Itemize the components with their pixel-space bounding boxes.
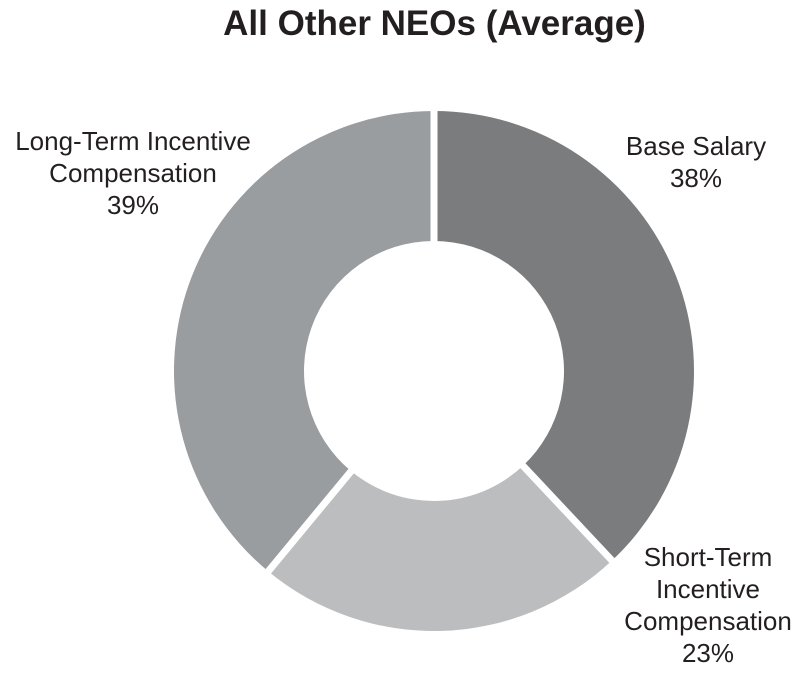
slice-label: Long-Term Incentive Compensation 39% xyxy=(15,126,251,220)
slice-label-line: Base Salary xyxy=(626,131,766,161)
slice-label-line: Long-Term Incentive xyxy=(15,126,251,156)
slice-label: Base Salary 38% xyxy=(626,131,766,193)
labels-layer: Base Salary 38%Short-Term Incentive Compens… xyxy=(15,126,792,668)
slice-value-label: 39% xyxy=(107,190,159,220)
donut-slice xyxy=(434,111,695,561)
slice-label-line: Incentive xyxy=(656,574,760,604)
slice-label-line: Compensation xyxy=(49,158,217,188)
slice-label: Short-Term Incentive Compensation 23% xyxy=(624,542,792,668)
slice-separator xyxy=(519,461,616,565)
slice-separator xyxy=(264,467,356,576)
slice-label-line: Compensation xyxy=(624,606,792,636)
chart-title: All Other NEOs (Average) xyxy=(223,4,646,43)
slice-value-label: 38% xyxy=(670,163,722,193)
donut-slice xyxy=(174,111,434,572)
slice-label-line: Short-Term xyxy=(644,542,773,572)
slices-layer xyxy=(174,109,695,631)
donut-slice xyxy=(268,465,612,631)
slice-value-label: 23% xyxy=(682,638,734,668)
